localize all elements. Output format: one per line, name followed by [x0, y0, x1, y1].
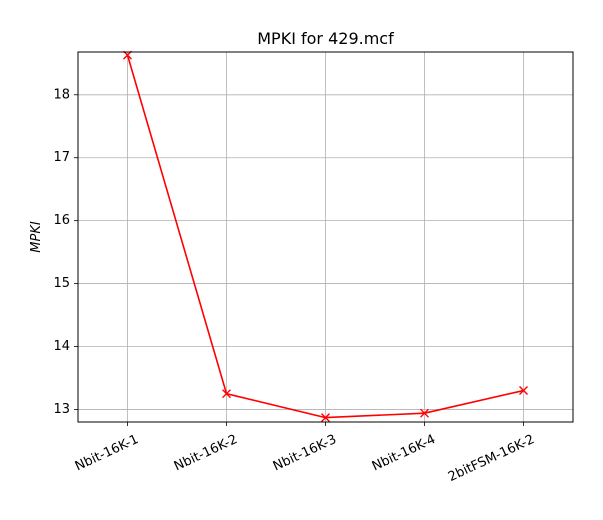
data-point-marker — [321, 413, 330, 423]
y-tick-label: 15 — [53, 276, 70, 291]
y-tick-label: 16 — [53, 213, 70, 228]
y-tick-label: 17 — [53, 150, 70, 165]
y-tick-label: 14 — [53, 339, 70, 354]
y-tick-label: 18 — [53, 87, 70, 102]
chart-title: MPKI for 429.mcf — [257, 29, 394, 48]
grid-lines — [78, 52, 573, 422]
y-axis-label: MPKI — [29, 221, 44, 253]
y-tick-label: 13 — [53, 402, 70, 417]
data-point-marker — [420, 408, 429, 418]
data-point-marker — [519, 386, 528, 396]
data-point-marker — [222, 389, 231, 399]
